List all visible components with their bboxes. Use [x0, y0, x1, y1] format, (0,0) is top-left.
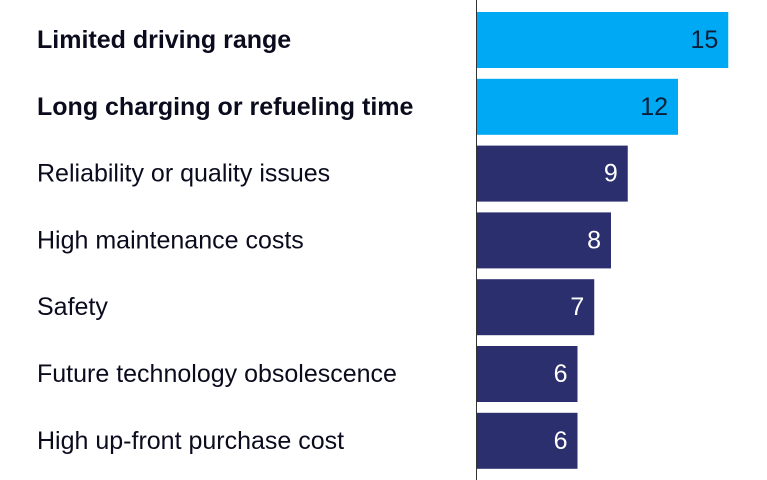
bar-value-label: 12 [640, 93, 668, 121]
value-labels: 15 12 9 8 7 6 6 [554, 26, 719, 455]
bar-value-label: 9 [604, 160, 618, 188]
category-label: High maintenance costs [37, 226, 304, 254]
category-label: Limited driving range [37, 26, 291, 54]
category-label: Long charging or refueling time [37, 93, 414, 121]
bar-value-label: 15 [690, 26, 718, 54]
bar [477, 212, 611, 269]
category-label: Future technology obsolescence [37, 360, 397, 388]
category-label: High up-front purchase cost [37, 427, 344, 455]
bar [477, 12, 729, 68]
bar-value-label: 8 [587, 226, 601, 254]
category-labels: Limited driving range Long charging or re… [37, 26, 414, 455]
bar [477, 78, 678, 135]
category-label: Reliability or quality issues [37, 160, 330, 188]
bar-value-label: 6 [554, 360, 568, 388]
category-label: Safety [37, 293, 108, 321]
bar [477, 346, 578, 402]
bar [477, 412, 578, 469]
bar-value-label: 7 [570, 293, 584, 321]
bar-value-label: 6 [554, 427, 568, 455]
bar [477, 279, 595, 336]
bars [477, 12, 729, 469]
bar [477, 145, 628, 202]
